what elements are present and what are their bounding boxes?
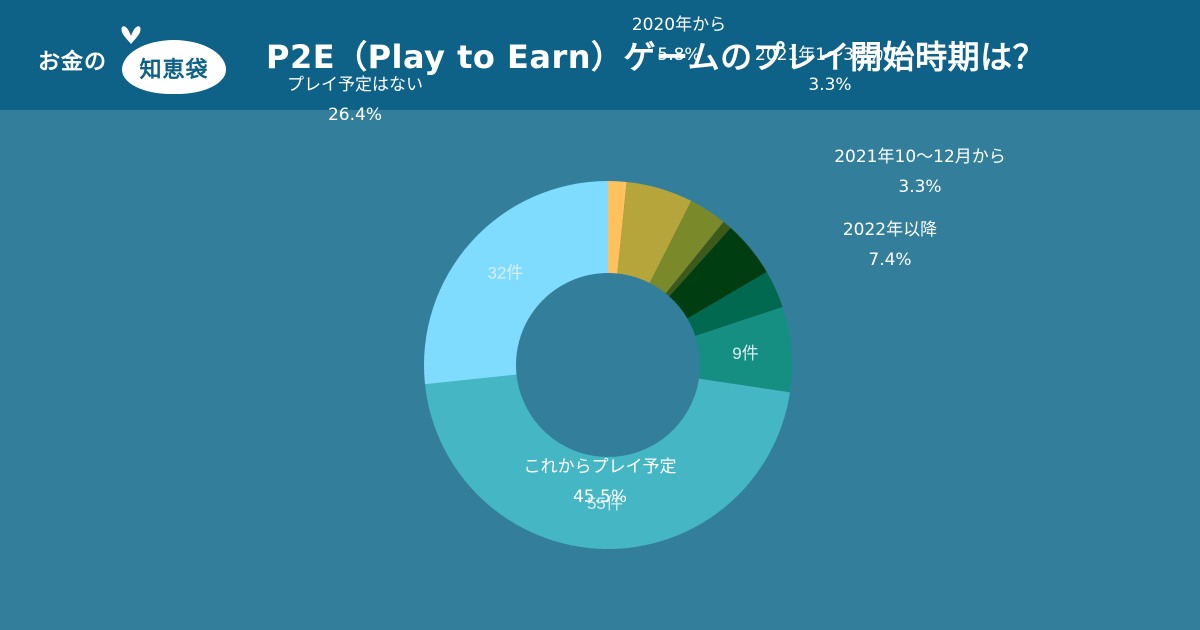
donut-chart: 9件 55件 32件 — [423, 181, 792, 550]
logo-main-text: お金の — [38, 50, 108, 75]
donut-slice-6 — [695, 307, 792, 393]
label-2022-pct: 7.4% — [868, 250, 912, 270]
label-future: これからプレイ予定 45.5% — [485, 452, 715, 512]
label-none-name: プレイ予定はない — [287, 75, 423, 95]
label-2021-q4: 2021年10〜12月から 3.3% — [810, 142, 1030, 202]
label-2022: 2022年以降 7.4% — [820, 215, 960, 275]
label-2020: 2020年から 5.8% — [604, 10, 754, 70]
donut-slice-3 — [665, 221, 731, 297]
label-2020-pct: 5.8% — [657, 45, 701, 65]
slice-count-label-6: 9件 — [732, 344, 758, 363]
label-2021-q1-pct: 3.3% — [808, 75, 852, 95]
label-future-pct: 45.5% — [572, 487, 627, 507]
slice-count-label-7: 55件 — [587, 494, 623, 513]
label-2021-q1: 2021年1〜3月から 3.3% — [730, 40, 930, 100]
label-none: プレイ予定はない 26.4% — [255, 70, 455, 130]
donut-slice-5 — [687, 271, 783, 337]
donut-slice-4 — [669, 227, 767, 319]
label-2021-q4-name: 2021年10〜12月から — [834, 147, 1006, 167]
donut-slice-1 — [617, 181, 692, 283]
logo-bag-text: 知恵袋 — [139, 58, 209, 83]
site-logo[interactable]: お金の 知恵袋 — [22, 22, 232, 94]
label-2020-name: 2020年から — [631, 15, 727, 35]
label-future-name: これからプレイ予定 — [523, 457, 677, 477]
donut-slice-8 — [423, 181, 608, 385]
header-bar: お金の 知恵袋 P2E（Play to Earn）ゲームのプレイ開始時期は？ — [0, 0, 1200, 110]
label-2022-name: 2022年以降 — [842, 220, 938, 240]
page-title: P2E（Play to Earn）ゲームのプレイ開始時期は？ — [266, 38, 1046, 76]
logo-bag-shape: 知恵袋 — [122, 40, 226, 94]
bag-knot-icon — [121, 26, 141, 44]
slice-count-label-8: 32件 — [487, 264, 523, 283]
label-2021-q1-name: 2021年1〜3月から — [755, 45, 905, 65]
donut-slice-7 — [425, 374, 790, 550]
label-2021-q4-pct: 3.3% — [898, 177, 942, 197]
label-none-pct: 26.4% — [327, 105, 382, 125]
donut-slice-0 — [608, 181, 627, 274]
donut-slice-2 — [649, 200, 724, 294]
